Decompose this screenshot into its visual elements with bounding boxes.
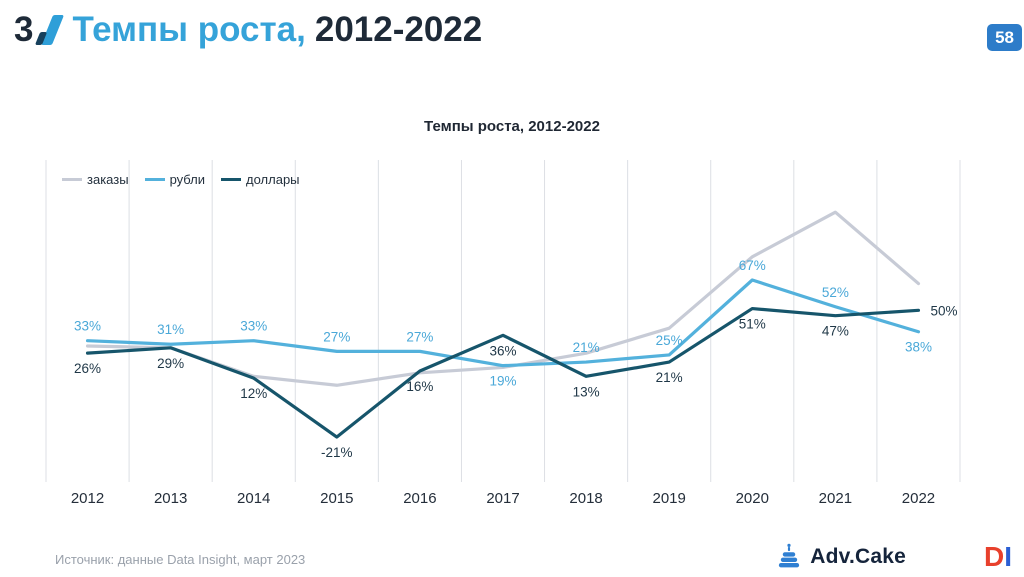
data-label-rubles: 19% — [489, 374, 516, 389]
legend-item-dollars: доллары — [221, 172, 300, 187]
data-label-dollars: 51% — [739, 317, 766, 332]
data-label-dollars: 12% — [240, 386, 267, 401]
data-insight-logo: D I — [984, 542, 1024, 574]
axis-label-year: 2013 — [154, 490, 187, 507]
axis-label-year: 2015 — [320, 490, 353, 507]
series-line-rubles — [85, 278, 921, 368]
source-note: Источник: данные Data Insight, март 2023 — [55, 552, 306, 567]
slide-title-highlight: Темпы роста, — [72, 10, 306, 49]
chart-legend: заказы рубли доллары — [62, 172, 300, 187]
axis-label-year: 2014 — [237, 490, 270, 507]
series-line-dollars — [85, 306, 921, 439]
data-label-dollars: 47% — [822, 324, 849, 339]
slide-header: 3 Темпы роста, 2012-2022 — [14, 12, 482, 47]
data-label-rubles: 25% — [656, 333, 683, 348]
legend-swatch-dollars — [221, 178, 242, 181]
axis-label-year: 2019 — [652, 490, 685, 507]
data-label-dollars: 26% — [74, 361, 101, 376]
data-label-rubles: 21% — [573, 340, 600, 355]
slide-number: 3 — [14, 10, 34, 49]
data-label-dollars: -21% — [321, 445, 353, 460]
data-label-dollars: 29% — [157, 356, 184, 371]
data-label-rubles: 38% — [905, 340, 932, 355]
data-label-dollars: 36% — [489, 343, 516, 358]
chart-title: Темпы роста, 2012-2022 — [424, 118, 600, 135]
page-number-badge: 58 — [987, 24, 1022, 51]
axis-label-year: 2021 — [819, 490, 852, 507]
axis-label-year: 2012 — [71, 490, 104, 507]
data-label-rubles: 27% — [323, 329, 350, 344]
data-label-dollars: 50% — [930, 303, 957, 318]
di-logo-letter-d: D — [984, 542, 1005, 572]
axis-label-year: 2016 — [403, 490, 436, 507]
data-label-dollars: 16% — [406, 379, 433, 394]
slide-title-years: 2012-2022 — [314, 10, 483, 49]
data-label-rubles: 31% — [157, 322, 184, 337]
data-label-rubles: 67% — [739, 258, 766, 273]
data-label-rubles: 27% — [406, 329, 433, 344]
data-label-rubles: 52% — [822, 285, 849, 300]
legend-swatch-rubles — [144, 178, 165, 181]
axis-label-year: 2022 — [902, 490, 935, 507]
legend-label-rubles: рубли — [169, 172, 206, 187]
cake-icon — [779, 543, 800, 568]
axis-label-year: 2017 — [486, 490, 519, 507]
data-label-rubles: 33% — [240, 319, 267, 334]
legend-item-rubles: рубли — [144, 172, 206, 187]
legend-label-orders: заказы — [87, 172, 129, 187]
legend-item-orders: заказы — [62, 172, 129, 187]
axis-label-year: 2018 — [569, 490, 602, 507]
legend-label-dollars: доллары — [246, 172, 300, 187]
di-logo-letter-i: I — [1004, 542, 1013, 572]
data-label-rubles: 33% — [74, 319, 101, 334]
data-label-dollars: 13% — [573, 384, 600, 399]
data-label-dollars: 21% — [656, 370, 683, 385]
legend-swatch-orders — [62, 178, 82, 181]
advcake-logo: Adv.Cake — [776, 543, 906, 571]
axis-label-year: 2020 — [736, 490, 769, 507]
advcake-label: Adv.Cake — [810, 545, 906, 568]
